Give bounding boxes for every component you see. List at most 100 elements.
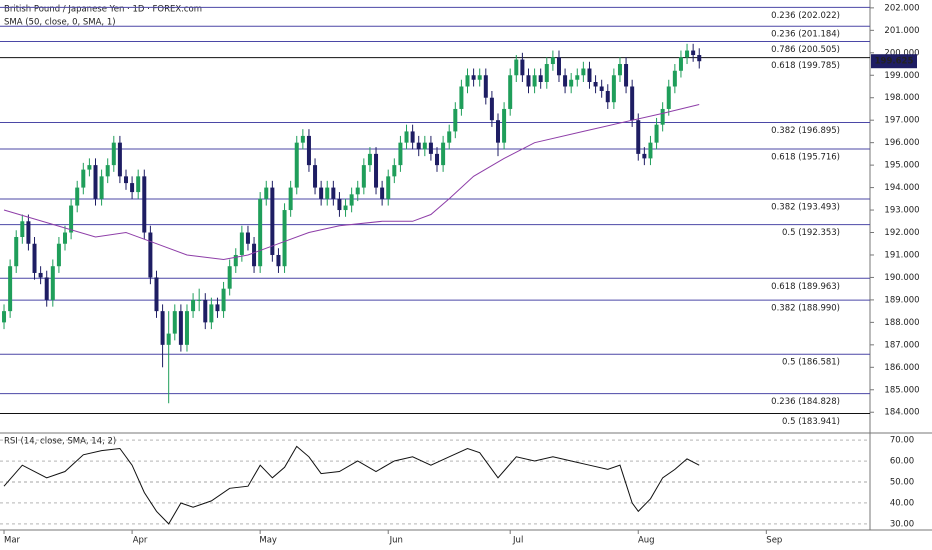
candle-body xyxy=(471,75,476,80)
candle-body xyxy=(239,232,244,255)
fib-label: 0.236 (201.184) xyxy=(771,30,840,40)
candle-body xyxy=(306,135,311,166)
candle-body xyxy=(2,311,7,323)
candle-body xyxy=(599,86,604,91)
candle-body xyxy=(526,75,531,87)
candle-body xyxy=(93,165,98,199)
y-tick-label: 30.00 xyxy=(890,519,914,529)
candle-body xyxy=(605,90,610,103)
candle-body xyxy=(483,75,488,98)
candle-body xyxy=(32,243,37,273)
candle-body xyxy=(435,153,440,166)
candle-body xyxy=(233,254,238,267)
candle-body xyxy=(56,243,61,267)
candle-body xyxy=(459,86,464,109)
y-tick-label: 186.000 xyxy=(884,363,919,373)
candle-body xyxy=(154,277,159,312)
candle-body xyxy=(300,135,305,143)
candle-body xyxy=(556,57,561,76)
candle-body xyxy=(502,108,507,143)
candle-body xyxy=(26,221,31,244)
candle-body xyxy=(508,75,513,109)
sma-line xyxy=(3,104,700,261)
candle-body xyxy=(404,131,409,143)
candle-body xyxy=(374,153,379,188)
candle-body xyxy=(355,187,360,195)
candle-body xyxy=(544,64,549,82)
fib-label: 0.786 (200.505) xyxy=(771,45,840,55)
candle-body xyxy=(227,266,232,289)
candle-body xyxy=(520,59,525,76)
candle-body xyxy=(209,304,214,323)
fib-label: 0.5 (183.941) xyxy=(782,417,840,427)
candle-body xyxy=(44,277,49,300)
candle-body xyxy=(367,153,372,166)
y-tick-label: 40.00 xyxy=(890,498,914,508)
candle-body xyxy=(215,304,220,312)
candle-body xyxy=(343,205,348,211)
y-tick-label: 60.00 xyxy=(890,457,914,467)
candle-body xyxy=(593,81,598,87)
y-tick-label: 50.00 xyxy=(890,478,914,488)
fib-label: 0.5 (186.581) xyxy=(782,358,840,368)
rsi-label: RSI (14, close, SMA, 14, 2) xyxy=(4,437,116,447)
candle-body xyxy=(81,169,86,188)
candle-body xyxy=(99,176,104,199)
candle-body xyxy=(130,183,135,193)
fib-label: 0.382 (193.493) xyxy=(771,202,840,212)
candle-body xyxy=(447,131,452,143)
candle-body xyxy=(38,272,43,278)
candle-body xyxy=(361,165,366,188)
candle-body xyxy=(428,142,433,154)
candle-body xyxy=(294,142,299,188)
fib-label: 0.382 (196.895) xyxy=(771,126,840,136)
candle-body xyxy=(398,142,403,166)
y-tick-label: 202.000 xyxy=(884,3,919,13)
candle-body xyxy=(197,299,202,301)
candle-body xyxy=(221,288,226,312)
candle-body xyxy=(678,57,683,71)
candle-body xyxy=(313,165,318,188)
y-tick-label: 184.000 xyxy=(884,408,919,418)
x-tick-label: May xyxy=(259,536,277,546)
fib-label: 0.382 (188.990) xyxy=(771,304,840,314)
fib-label: 0.618 (195.716) xyxy=(771,153,840,163)
fib-label: 0.618 (189.963) xyxy=(771,282,840,292)
candle-body xyxy=(660,108,665,125)
candle-body xyxy=(563,75,568,87)
candle-body xyxy=(569,79,574,87)
y-tick-label: 191.000 xyxy=(884,250,919,260)
last-price-label: 199.625 xyxy=(875,57,914,67)
fib-label: 0.236 (202.022) xyxy=(771,11,840,21)
candle-body xyxy=(575,75,580,80)
candle-body xyxy=(191,299,196,312)
candle-body xyxy=(288,187,293,211)
candle-body xyxy=(630,86,635,121)
last-price-tag xyxy=(871,54,917,69)
candle-body xyxy=(611,75,616,103)
candle-body xyxy=(111,142,116,166)
candle-body xyxy=(416,142,421,150)
y-tick-label: 192.000 xyxy=(884,228,919,238)
candle-body xyxy=(325,187,330,199)
candle-body xyxy=(252,243,257,267)
candle-body xyxy=(142,176,147,233)
candle-body xyxy=(166,333,171,345)
candle-body xyxy=(422,142,427,150)
y-tick-label: 196.000 xyxy=(884,138,919,148)
x-tick-label: Sep xyxy=(766,536,782,546)
candle-body xyxy=(666,86,671,109)
x-tick-label: Mar xyxy=(4,536,21,546)
x-tick-label: Apr xyxy=(133,536,148,546)
candle-body xyxy=(105,165,110,177)
candle-body xyxy=(550,57,555,65)
fib-label: 0.236 (184.828) xyxy=(771,397,840,407)
candle-body xyxy=(63,232,68,244)
candle-body xyxy=(386,176,391,199)
y-tick-label: 201.000 xyxy=(884,26,919,36)
y-tick-label: 185.000 xyxy=(884,385,919,395)
candle-body xyxy=(148,232,153,278)
candle-body xyxy=(8,266,13,312)
